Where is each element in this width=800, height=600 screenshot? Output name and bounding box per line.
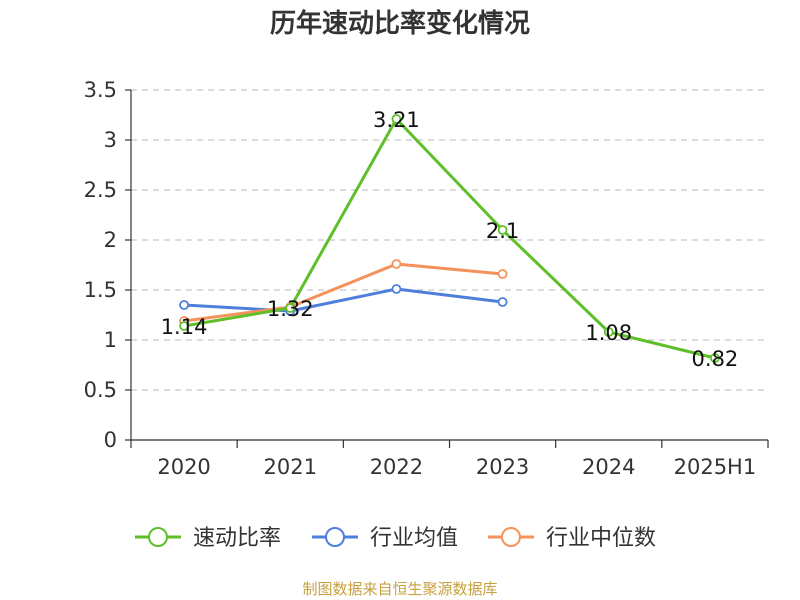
data-point [391,259,402,269]
y-tick-label: 1.5 [84,278,117,302]
data-point [497,269,508,279]
data-point [391,114,402,124]
legend-label: 速动比率 [193,526,281,551]
y-tick-label: 3 [104,128,117,152]
data-label: 1.08 [585,321,632,345]
x-tick-label: 2025H1 [674,455,757,479]
legend-marker [501,527,521,547]
y-tick-label: 0.5 [84,378,117,402]
data-point [285,303,296,313]
legend-label: 行业中位数 [546,526,656,551]
data-label: 2.1 [486,219,519,243]
legend-item[interactable]: 行业均值 [312,526,458,551]
data-label: 0.82 [692,347,739,371]
data-point [179,321,189,331]
data-label: 1.32 [267,297,314,321]
data-label: 3.21 [373,108,420,132]
x-tick-label: 2024 [582,455,635,479]
data-point [710,353,720,363]
grid-lines [131,89,768,391]
legend-item[interactable]: 速动比率 [135,526,281,551]
legend[interactable]: 速动比率 行业均值 行业中位数 [135,526,656,551]
x-tick-label: 2022 [370,455,423,479]
y-tick-label: 3.5 [84,78,117,102]
source-note: 制图数据来自恒生聚源数据库 [302,580,498,598]
data-point [603,327,614,337]
chart-title: 历年速动比率变化情况 [269,9,530,39]
x-tick-label: 2021 [264,455,317,479]
legend-label: 行业均值 [370,526,458,551]
series-line [183,262,503,323]
data-label: 1.14 [161,315,208,339]
series-line [183,117,716,360]
legend-item[interactable]: 行业中位数 [488,526,656,551]
legend-marker [325,527,345,547]
x-tick-label: 2020 [157,455,210,479]
series-line [183,287,503,313]
data-point [497,297,508,307]
series-lines [179,114,720,363]
y-tick-label: 1 [104,328,117,352]
data-point [179,300,189,310]
axes: 0 0.5 1 1.5 2 2.5 3 3.5 2020 2021 2022 2023 2024 2025… [84,78,769,479]
data-point [391,284,402,294]
data-point [497,225,508,235]
y-tick-label: 2 [104,228,117,252]
data-labels: 1.14 1.32 3.21 2.1 1.08 0.82 [161,108,739,371]
x-tick-label: 2023 [476,455,529,479]
y-tick-label: 0 [104,428,117,452]
y-tick-label: 2.5 [84,178,117,202]
legend-marker [148,527,168,547]
